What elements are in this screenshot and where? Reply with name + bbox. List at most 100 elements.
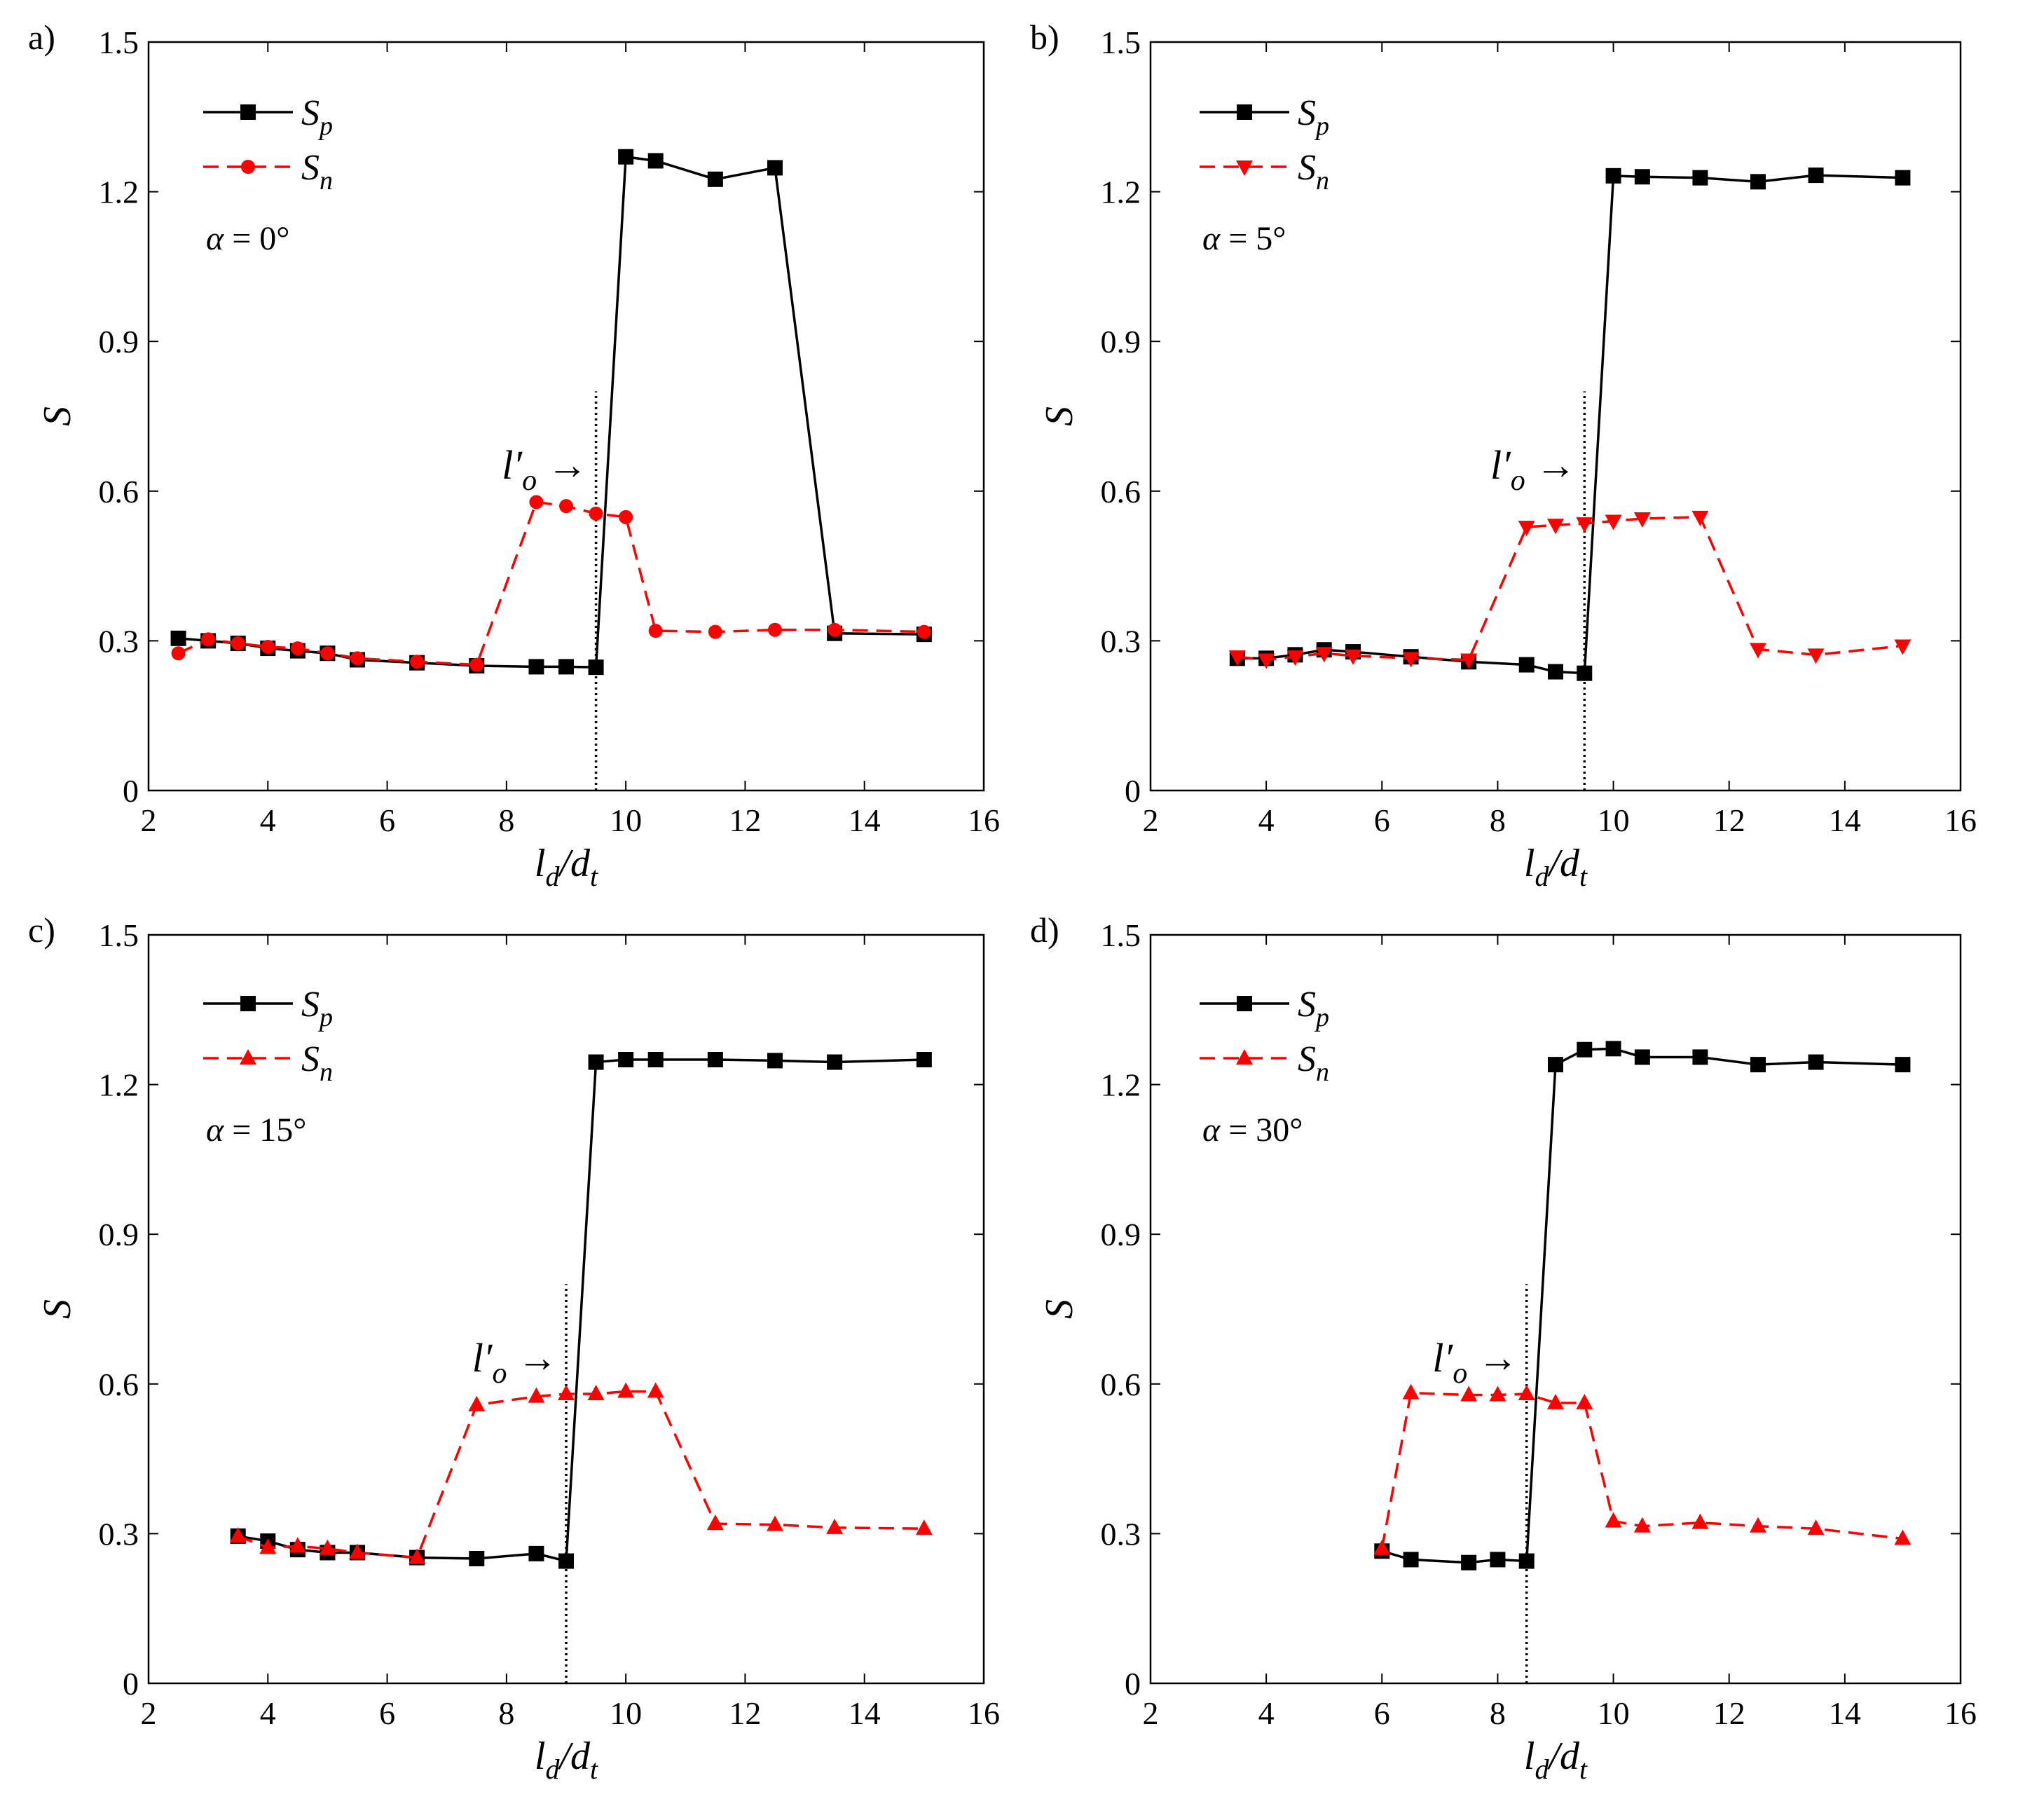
panel-label: b) bbox=[1030, 18, 1059, 57]
legend-marker-S_p bbox=[240, 996, 256, 1011]
y-tick-label: 0.6 bbox=[99, 1367, 139, 1402]
data-point-S_n bbox=[1547, 519, 1564, 535]
series-line-S_n bbox=[177, 500, 924, 666]
data-point-S_n bbox=[617, 1382, 635, 1398]
data-point-S_p bbox=[469, 1551, 485, 1566]
y-tick-label: 0.9 bbox=[99, 1217, 139, 1252]
data-point-S_n bbox=[1691, 510, 1709, 526]
threshold-label: l′o → bbox=[472, 1335, 558, 1390]
data-point-S_n bbox=[1750, 643, 1766, 659]
data-point-S_p bbox=[1808, 1054, 1824, 1070]
data-point-S_n bbox=[1633, 1517, 1651, 1533]
data-point-S_n bbox=[290, 641, 305, 656]
data-point-S_p bbox=[588, 1054, 604, 1070]
data-point-S_n bbox=[1633, 512, 1651, 528]
data-point-S_p bbox=[916, 1052, 932, 1067]
data-point-S_p bbox=[1577, 665, 1593, 681]
x-tick-label: 4 bbox=[260, 1695, 276, 1731]
data-point-S_n bbox=[349, 1543, 366, 1559]
legend-marker-S_p bbox=[240, 104, 256, 120]
data-point-S_n bbox=[1489, 1385, 1506, 1402]
x-axis-label: ld/dt bbox=[1524, 1735, 1588, 1785]
data-point-S_n bbox=[708, 624, 722, 639]
x-tick-label: 16 bbox=[968, 802, 1000, 838]
data-point-S_n bbox=[320, 646, 335, 661]
x-tick-label: 8 bbox=[498, 1695, 514, 1731]
y-tick-label: 0 bbox=[123, 773, 139, 809]
x-tick-label: 12 bbox=[729, 1695, 761, 1731]
data-point-S_n bbox=[826, 1518, 844, 1534]
data-point-S_n bbox=[409, 1548, 426, 1564]
y-tick-label: 0.9 bbox=[1101, 324, 1141, 360]
threshold-label: l′o → bbox=[502, 442, 587, 497]
data-point-S_p bbox=[1518, 657, 1535, 673]
data-point-S_p bbox=[618, 149, 634, 165]
alpha-annotation: α = 30° bbox=[1202, 1111, 1303, 1149]
data-point-S_n bbox=[410, 655, 425, 669]
data-point-S_n bbox=[828, 622, 842, 637]
data-point-S_p bbox=[170, 630, 186, 646]
y-tick-label: 0.9 bbox=[99, 324, 139, 360]
data-point-S_n bbox=[1807, 648, 1825, 664]
series-line-S_p bbox=[1381, 1047, 1903, 1564]
data-point-S_n bbox=[528, 1387, 545, 1403]
series-line-S_p bbox=[1237, 174, 1903, 675]
data-point-S_n bbox=[1750, 1517, 1766, 1533]
y-tick-label: 0.3 bbox=[1101, 1516, 1141, 1552]
data-point-S_p bbox=[647, 153, 664, 169]
x-tick-label: 10 bbox=[610, 1695, 642, 1731]
threshold-label: l′o → bbox=[1432, 1335, 1518, 1390]
legend-marker-S_n bbox=[1236, 1049, 1253, 1065]
alpha-annotation: α = 0° bbox=[206, 220, 289, 257]
y-axis-label: S bbox=[36, 1299, 79, 1319]
y-tick-label: 0 bbox=[1125, 1666, 1141, 1702]
y-tick-label: 1.2 bbox=[1101, 175, 1141, 210]
x-tick-label: 14 bbox=[849, 802, 881, 838]
x-tick-label: 6 bbox=[1374, 1695, 1390, 1731]
data-point-S_p bbox=[707, 171, 723, 187]
data-point-S_n bbox=[229, 1526, 247, 1542]
data-point-S_n bbox=[768, 622, 782, 637]
data-point-S_p bbox=[827, 1054, 843, 1070]
threshold-label: l′o → bbox=[1490, 442, 1576, 497]
y-tick-label: 0.6 bbox=[1101, 474, 1141, 509]
data-point-S_p bbox=[1518, 1553, 1535, 1569]
panel-label: c) bbox=[28, 910, 55, 950]
data-point-S_n bbox=[1605, 514, 1622, 531]
alpha-annotation: α = 5° bbox=[1202, 220, 1286, 257]
data-point-S_p bbox=[1461, 1554, 1477, 1571]
data-point-S_p bbox=[1605, 167, 1621, 184]
y-tick-label: 0.6 bbox=[99, 474, 139, 509]
data-point-S_p bbox=[1577, 1041, 1593, 1058]
data-point-S_p bbox=[1750, 1057, 1766, 1073]
data-point-S_n bbox=[1286, 650, 1304, 666]
legend-label-S_p: Sp bbox=[1298, 985, 1329, 1032]
legend-label-S_n: Sn bbox=[1298, 148, 1329, 196]
data-point-S_n bbox=[1460, 1385, 1478, 1402]
x-tick-label: 16 bbox=[968, 1695, 1000, 1731]
axes-box bbox=[1149, 41, 1962, 792]
legend-marker-S_p bbox=[1237, 996, 1252, 1011]
data-point-S_n bbox=[1228, 650, 1246, 666]
data-point-S_p bbox=[558, 659, 574, 675]
x-tick-label: 4 bbox=[1258, 1695, 1275, 1731]
x-tick-label: 12 bbox=[1713, 1695, 1745, 1731]
data-point-S_p bbox=[618, 1052, 634, 1067]
data-point-S_n bbox=[468, 1395, 486, 1411]
y-tick-label: 0 bbox=[1125, 773, 1141, 809]
data-point-S_n bbox=[1605, 1512, 1622, 1528]
data-point-S_n bbox=[231, 636, 245, 650]
data-point-S_n bbox=[1894, 1529, 1911, 1545]
y-tick-label: 1.2 bbox=[99, 1067, 139, 1103]
x-tick-label: 8 bbox=[498, 802, 514, 838]
data-point-S_p bbox=[1634, 169, 1650, 185]
legend-label-S_p: Sp bbox=[1298, 93, 1329, 141]
x-tick-label: 14 bbox=[1829, 802, 1861, 838]
x-tick-label: 14 bbox=[849, 1695, 881, 1731]
y-tick-label: 1.5 bbox=[1101, 25, 1141, 60]
x-tick-label: 12 bbox=[729, 802, 761, 838]
x-axis-label: ld/dt bbox=[535, 842, 598, 892]
data-point-S_n bbox=[259, 1538, 277, 1554]
y-tick-label: 0.3 bbox=[99, 1516, 139, 1552]
data-point-S_n bbox=[1258, 653, 1275, 669]
